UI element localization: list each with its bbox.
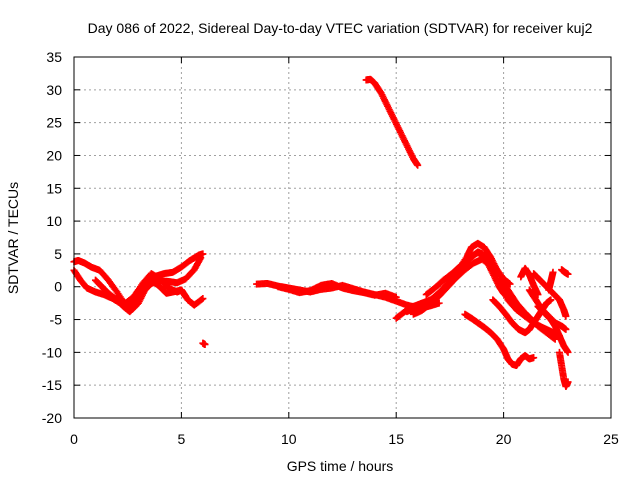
series-arc-11 bbox=[409, 255, 563, 340]
data-point bbox=[199, 295, 207, 303]
series-arc-20 bbox=[555, 348, 572, 390]
data-point bbox=[564, 348, 572, 356]
series-arc-5 bbox=[199, 339, 209, 348]
x-tick-label: 10 bbox=[281, 431, 297, 447]
data-point bbox=[392, 293, 400, 301]
plot-frame bbox=[73, 56, 612, 419]
data-point bbox=[182, 293, 190, 301]
series-arc-4 bbox=[113, 270, 190, 307]
data-point bbox=[414, 161, 422, 169]
y-tick-label: -10 bbox=[42, 344, 62, 360]
data-point bbox=[199, 250, 207, 258]
data-point bbox=[201, 340, 209, 348]
data-point bbox=[547, 296, 555, 304]
x-tick-label: 0 bbox=[70, 431, 78, 447]
data-point bbox=[549, 268, 557, 276]
y-axis-label: SDTVAR / TECUs bbox=[5, 182, 21, 294]
series-arc-21 bbox=[558, 266, 572, 278]
x-tick-label: 20 bbox=[496, 431, 512, 447]
series-arc-3 bbox=[91, 276, 207, 316]
y-tick-label: 25 bbox=[46, 115, 62, 131]
chart-title: Day 086 of 2022, Sidereal Day-to-day VTE… bbox=[88, 20, 593, 36]
series-arc-13 bbox=[461, 310, 538, 369]
data-point bbox=[564, 270, 572, 278]
y-tick-label: 10 bbox=[46, 213, 62, 229]
x-tick-label: 5 bbox=[178, 431, 186, 447]
x-tick-label: 25 bbox=[603, 431, 619, 447]
y-tick-label: -20 bbox=[42, 410, 62, 426]
data-point bbox=[564, 378, 572, 386]
series-arc-19 bbox=[545, 268, 557, 294]
y-tick-label: 5 bbox=[54, 246, 62, 262]
x-tick-label: 15 bbox=[388, 431, 404, 447]
data-point bbox=[198, 295, 206, 303]
y-tick-label: 20 bbox=[46, 147, 62, 163]
y-tick-label: -5 bbox=[50, 312, 63, 328]
data-point bbox=[506, 280, 514, 288]
y-tick-label: 35 bbox=[46, 49, 62, 65]
data-point bbox=[562, 312, 570, 320]
y-tick-label: 0 bbox=[54, 279, 62, 295]
data-point bbox=[562, 325, 570, 333]
series-arc-12 bbox=[422, 249, 514, 299]
data-point bbox=[530, 354, 538, 362]
data-point bbox=[435, 299, 443, 307]
y-tick-label: 15 bbox=[46, 180, 62, 196]
series-arc-7 bbox=[274, 279, 400, 301]
series-arc-15 bbox=[517, 264, 542, 299]
series-arc-14 bbox=[489, 296, 555, 337]
y-tick-label: 30 bbox=[46, 82, 62, 98]
series-arc-8 bbox=[362, 75, 422, 169]
series-arc-18 bbox=[534, 302, 572, 356]
data-series bbox=[70, 75, 572, 390]
axis-ticks: 0 5 10 15 20 25 -20 -15 -10 -5 0 5 10 15 20 25 30 35 bbox=[42, 49, 619, 447]
y-tick-label: -15 bbox=[42, 377, 62, 393]
x-axis-label: GPS time / hours bbox=[287, 458, 394, 474]
